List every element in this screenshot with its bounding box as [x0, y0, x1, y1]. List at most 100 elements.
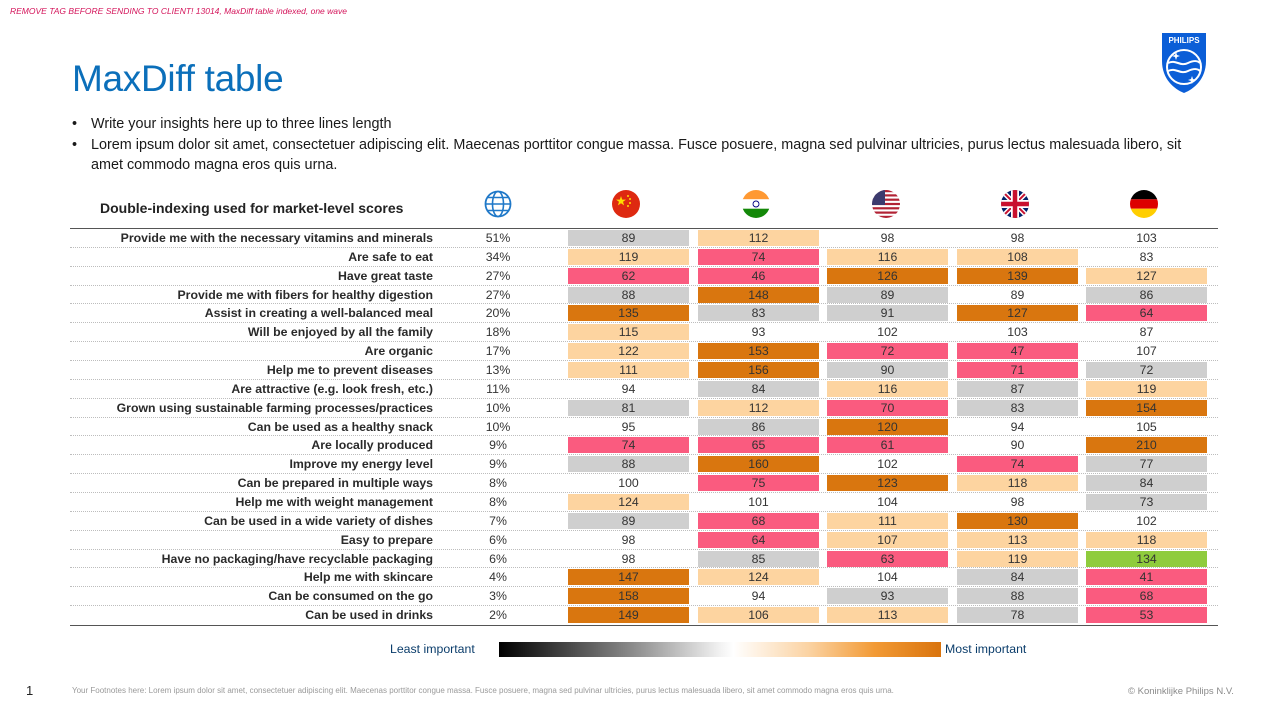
index-cell: 95 — [568, 418, 689, 435]
index-cell: 147 — [568, 569, 689, 586]
index-cell: 89 — [827, 286, 948, 303]
index-cell: 84 — [698, 380, 819, 397]
importance-gradient-legend — [499, 642, 941, 657]
row-label: Have great taste — [337, 268, 433, 283]
row-total-percent: 6% — [489, 551, 507, 566]
table-row: Have no packaging/have recyclable packag… — [70, 550, 1218, 569]
index-cell: 139 — [957, 267, 1078, 284]
index-cell: 118 — [1086, 531, 1207, 548]
index-cell: 119 — [1086, 380, 1207, 397]
internal-tag-note: REMOVE TAG BEFORE SENDING TO CLIENT! 130… — [10, 6, 347, 16]
index-cell: 83 — [1086, 248, 1207, 265]
index-cell: 65 — [698, 437, 819, 454]
index-cell: 156 — [698, 362, 819, 379]
index-cell: 113 — [957, 531, 1078, 548]
table-row: Help me with weight management 8% 124 101 10… — [70, 493, 1218, 512]
index-cell: 53 — [1086, 607, 1207, 624]
index-cell: 75 — [698, 475, 819, 492]
row-label: Are safe to eat — [348, 249, 433, 264]
index-cell: 127 — [1086, 267, 1207, 284]
index-cell: 91 — [827, 305, 948, 322]
row-label: Provide me with the necessary vitamins a… — [120, 231, 433, 245]
index-cell: 111 — [568, 362, 689, 379]
row-total-percent: 17% — [485, 344, 511, 359]
index-cell: 87 — [957, 380, 1078, 397]
row-label: Can be used in drinks — [305, 608, 433, 623]
insights-list: Write your insights here up to three lin… — [72, 114, 1212, 176]
index-cell: 89 — [568, 512, 689, 529]
index-cell: 47 — [957, 343, 1078, 360]
table-row: Help me to prevent diseases 13% 111 156 90 71… — [70, 361, 1218, 380]
row-label: Assist in creating a well-balanced meal — [204, 306, 433, 321]
index-cell: 81 — [568, 399, 689, 416]
index-cell: 83 — [957, 399, 1078, 416]
row-total-percent: 20% — [485, 306, 511, 321]
row-label: Help me with skincare — [303, 570, 433, 585]
row-total-percent: 51% — [485, 231, 511, 245]
index-cell: 70 — [827, 399, 948, 416]
insight-bullet: Write your insights here up to three lin… — [72, 114, 1212, 135]
table-row: Improve my energy level 9% 88 160 102 74 77 — [70, 455, 1218, 475]
index-cell: 119 — [568, 248, 689, 265]
index-cell: 72 — [827, 343, 948, 360]
row-total-percent: 10% — [485, 419, 511, 434]
index-cell: 88 — [568, 456, 689, 473]
index-cell: 101 — [698, 494, 819, 511]
row-label: Grown using sustainable farming processe… — [116, 400, 433, 415]
index-cell: 41 — [1086, 569, 1207, 586]
index-cell: 61 — [827, 437, 948, 454]
index-cell: 87 — [1086, 324, 1207, 341]
index-cell: 126 — [827, 267, 948, 284]
index-cell: 85 — [698, 550, 819, 567]
table-row: Easy to prepare 6% 98 64 107 113 118 — [70, 531, 1218, 550]
index-cell: 72 — [1086, 362, 1207, 379]
index-cell: 127 — [957, 305, 1078, 322]
table-row: Will be enjoyed by all the family 18% 115 9… — [70, 323, 1218, 343]
index-cell: 94 — [957, 418, 1078, 435]
index-cell: 86 — [698, 418, 819, 435]
table-row: Provide me with the necessary vitamins a… — [70, 229, 1218, 248]
index-cell: 86 — [1086, 286, 1207, 303]
index-cell: 74 — [698, 248, 819, 265]
row-total-percent: 4% — [489, 570, 507, 585]
index-cell: 88 — [568, 286, 689, 303]
row-label: Provide me with fibers for healthy diges… — [177, 287, 433, 302]
index-cell: 118 — [957, 475, 1078, 492]
index-cell: 102 — [827, 456, 948, 473]
index-cell: 123 — [827, 475, 948, 492]
legend-most-label: Most important — [945, 642, 1027, 656]
maxdiff-table: Provide me with the necessary vitamins a… — [70, 228, 1218, 627]
table-row: Help me with skincare 4% 147 124 104 84 41 — [70, 568, 1218, 588]
index-cell: 84 — [1086, 475, 1207, 492]
row-label: Easy to prepare — [340, 532, 433, 547]
index-cell: 154 — [1086, 399, 1207, 416]
index-cell: 158 — [568, 588, 689, 605]
index-cell: 103 — [957, 324, 1078, 341]
table-header: Double-indexing used for market-level sc… — [70, 186, 1218, 228]
index-cell: 116 — [827, 380, 948, 397]
row-label: Can be consumed on the go — [268, 589, 433, 604]
index-cell: 94 — [568, 380, 689, 397]
index-cell: 111 — [827, 512, 948, 529]
table-row: Are safe to eat 34% 119 74 116 108 83 — [70, 248, 1218, 267]
table-row: Are organic 17% 122 153 72 47 107 — [70, 342, 1218, 362]
index-cell: 130 — [957, 512, 1078, 529]
index-cell: 107 — [827, 531, 948, 548]
index-cell: 63 — [827, 550, 948, 567]
usa-flag-icon — [872, 190, 900, 218]
uk-flag-icon — [1001, 190, 1029, 218]
index-cell: 100 — [568, 475, 689, 492]
row-total-percent: 8% — [489, 476, 507, 491]
index-cell: 134 — [1086, 550, 1207, 567]
china-flag-icon — [612, 190, 640, 218]
row-total-percent: 34% — [485, 249, 511, 264]
index-cell: 98 — [568, 531, 689, 548]
index-cell: 78 — [957, 607, 1078, 624]
index-cell: 112 — [698, 230, 819, 246]
index-cell: 210 — [1086, 437, 1207, 454]
index-cell: 94 — [698, 588, 819, 605]
row-total-percent: 9% — [489, 438, 507, 453]
index-cell: 106 — [698, 607, 819, 624]
index-cell: 103 — [1086, 230, 1207, 246]
index-cell: 62 — [568, 267, 689, 284]
